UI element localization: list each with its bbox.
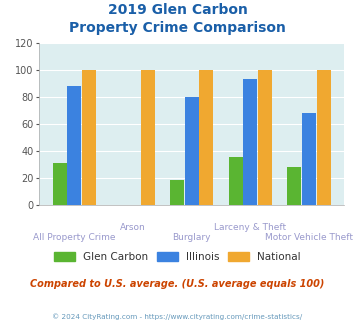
Bar — [258, 70, 272, 205]
Bar — [317, 70, 331, 205]
Text: Larceny & Theft: Larceny & Theft — [214, 223, 286, 232]
Bar — [82, 70, 96, 205]
Text: 2019 Glen Carbon: 2019 Glen Carbon — [108, 3, 247, 17]
Bar — [185, 97, 199, 205]
Bar — [170, 180, 184, 205]
Bar — [244, 79, 257, 205]
Bar — [200, 70, 213, 205]
Bar — [302, 113, 316, 205]
Bar — [67, 86, 81, 205]
Text: Property Crime Comparison: Property Crime Comparison — [69, 21, 286, 35]
Text: Burglary: Burglary — [173, 233, 211, 242]
Text: Compared to U.S. average. (U.S. average equals 100): Compared to U.S. average. (U.S. average … — [30, 279, 325, 289]
Text: Motor Vehicle Theft: Motor Vehicle Theft — [265, 233, 353, 242]
Text: Arson: Arson — [120, 223, 146, 232]
Bar — [141, 70, 155, 205]
Text: All Property Crime: All Property Crime — [33, 233, 115, 242]
Legend: Glen Carbon, Illinois, National: Glen Carbon, Illinois, National — [50, 248, 305, 266]
Bar — [229, 157, 243, 205]
Text: © 2024 CityRating.com - https://www.cityrating.com/crime-statistics/: © 2024 CityRating.com - https://www.city… — [53, 314, 302, 320]
Bar — [53, 163, 67, 205]
Bar — [288, 167, 301, 205]
